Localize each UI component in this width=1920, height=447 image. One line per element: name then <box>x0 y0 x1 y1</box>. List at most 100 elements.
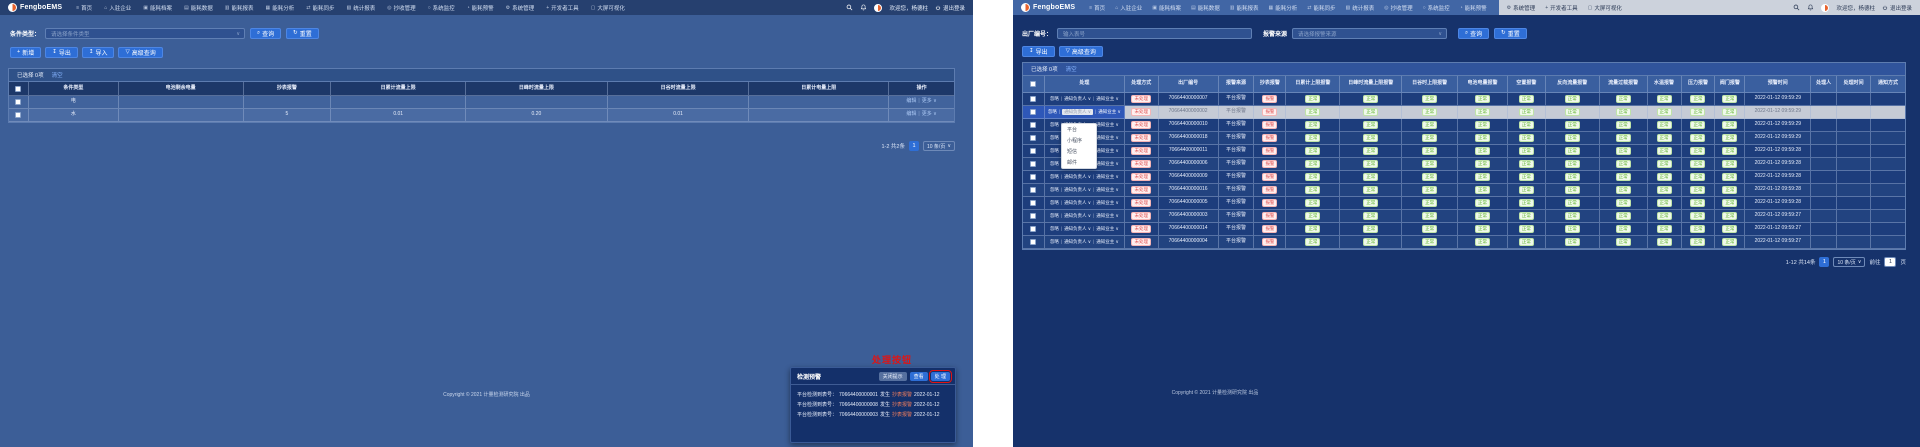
notify-manager-dropdown-trigger[interactable]: 通知负责人 ∨ <box>1064 96 1092 102</box>
serial-number-input[interactable]: 输入表号 <box>1057 28 1253 39</box>
edit-link[interactable]: 编辑 <box>906 111 917 118</box>
nav-item-system-management[interactable]: ⚙ 系统管理 <box>1507 4 1536 12</box>
table-row[interactable]: 忽略 | 通知负责人 ∨ | 通知业主 ∨ 未处理 70664400000014 平台报警 报警… <box>1023 223 1905 236</box>
ignore-action[interactable]: 忽略 <box>1049 226 1059 232</box>
table-row[interactable]: 忽略 | 通知负责人 ∨ | 通知业主 ∨ 未处理 70664400000009 平台报警 报警… <box>1023 171 1905 184</box>
avatar[interactable] <box>1821 3 1830 12</box>
close-tips-button[interactable]: 关闭提示 <box>878 372 907 381</box>
nav-item-enterprises[interactable]: ⌂ 入驻企业 <box>104 4 131 12</box>
page-1-button[interactable]: 1 <box>1819 257 1830 267</box>
nav-item-home[interactable]: ≡ 首页 <box>76 4 92 12</box>
page-1-button[interactable]: 1 <box>908 141 919 151</box>
nav-item-energy-sync[interactable]: ⇄ 能耗同步 <box>1307 4 1335 12</box>
table-row[interactable]: 忽略|通知负责人 ∨|通知业主 ∨未处理70664400000011平台报警报警… <box>1023 145 1905 158</box>
logout-button[interactable]: 退出登录 <box>935 4 965 12</box>
select-all-checkbox[interactable] <box>15 85 22 92</box>
page-size-select[interactable]: 10 条/页 ∨ <box>1833 257 1866 267</box>
notify-owner-dropdown-trigger[interactable]: 通知业主 ∨ <box>1096 213 1119 219</box>
table-row[interactable]: 忽略|通知负责人 ∨|通知业主 ∨未处理70664400000006平台报警报警… <box>1023 158 1905 171</box>
nav-item-statistics-reports[interactable]: ▧ 统计报表 <box>1345 4 1374 12</box>
ignore-action[interactable]: 忽略 <box>1049 187 1059 193</box>
jump-page-input[interactable]: 1 <box>1884 257 1897 267</box>
ignore-action[interactable]: 忽略 <box>1049 122 1059 128</box>
nav-item-dashboard[interactable]: ▢ 大屏可视化 <box>591 4 625 12</box>
advanced-search-button[interactable]: ▽ 高级查询 <box>1058 46 1103 57</box>
notify-owner-dropdown-trigger[interactable]: 通知业主 ∨ <box>1096 187 1119 193</box>
ignore-action[interactable]: 忽略 <box>1049 200 1059 206</box>
row-checkbox[interactable] <box>1030 109 1037 115</box>
handle-button[interactable]: 处 理 <box>928 369 953 384</box>
row-checkbox[interactable] <box>1030 226 1037 232</box>
notify-owner-dropdown-trigger[interactable]: 通知业主 ∨ <box>1096 148 1119 154</box>
table-row[interactable]: 忽略 | 通知负责人 ∨ | 通知业主 ∨ 未处理 70664400000004 平台报警 报警… <box>1023 236 1905 249</box>
nav-item-enterprises[interactable]: ⌂ 入驻企业 <box>1115 4 1142 12</box>
search-button[interactable]: ⌕ 查询 <box>250 28 282 39</box>
nav-item-energy-sync[interactable]: ⇄ 能耗同步 <box>306 4 334 12</box>
more-link[interactable]: 更多 ∨ <box>921 98 937 105</box>
notify-owner-dropdown-trigger[interactable]: 通知业主 ∨ <box>1096 174 1119 180</box>
nav-item-energy-warning[interactable]: ◔ 能耗预警 <box>467 4 494 12</box>
notify-owner-dropdown-trigger[interactable]: 通知业主 ∨ <box>1096 161 1119 167</box>
notify-manager-dropdown-trigger[interactable]: 通知负责人 ∨ <box>1064 226 1092 232</box>
add-button[interactable]: + 新增 <box>10 47 42 58</box>
notify-owner-dropdown-trigger[interactable]: 通知业主 ∨ <box>1096 200 1119 206</box>
search-icon[interactable] <box>1793 4 1800 11</box>
nav-item-energy-archives[interactable]: ▣ 能耗档案 <box>1152 4 1181 12</box>
table-row[interactable]: 电 编辑 | 更多 ∨ <box>9 96 955 109</box>
reset-button[interactable]: ↻ 重置 <box>1494 28 1527 39</box>
nav-item-dev-tools[interactable]: + 开发者工具 <box>1545 4 1577 12</box>
ignore-action[interactable]: 忽略 <box>1047 109 1057 115</box>
row-checkbox[interactable] <box>15 112 22 118</box>
nav-item-energy-reports[interactable]: ▥ 能耗报表 <box>1230 4 1259 12</box>
search-button[interactable]: ⌕ 查询 <box>1458 28 1490 39</box>
row-checkbox[interactable] <box>1030 96 1037 102</box>
row-checkbox[interactable] <box>1030 200 1037 206</box>
table-row[interactable]: 忽略 | 通知负责人 ∨ | 通知业主 ∨ 未处理 70664400000002 平台报警 报警… <box>1023 106 1905 119</box>
table-row[interactable]: 忽略|通知负责人 ∨|通知业主 ∨未处理70664400000010平台报警报警… <box>1023 119 1905 132</box>
nav-item-meter-collection[interactable]: ◎ 抄收管理 <box>1384 4 1412 12</box>
nav-item-energy-analysis[interactable]: ▦ 能耗分析 <box>1268 4 1297 12</box>
dropdown-option[interactable]: 短信 <box>1067 149 1078 155</box>
advanced-search-button[interactable]: ▽ 高级查询 <box>118 47 163 58</box>
notify-manager-dropdown-trigger[interactable]: 通知负责人 ∨ <box>1064 187 1092 193</box>
search-icon[interactable] <box>846 4 853 11</box>
notify-manager-dropdown-trigger[interactable]: 通知负责人 ∨ <box>1064 174 1092 180</box>
row-checkbox[interactable] <box>1030 122 1037 128</box>
nav-item-dev-tools[interactable]: + 开发者工具 <box>546 4 578 12</box>
notify-owner-dropdown-trigger[interactable]: 通知业主 ∨ <box>1096 96 1119 102</box>
notify-manager-dropdown-trigger[interactable]: 通知负责人 ∨ <box>1064 213 1092 219</box>
notify-owner-dropdown-trigger[interactable]: 通知业主 ∨ <box>1098 109 1121 115</box>
notify-manager-dropdown-trigger[interactable]: 通知负责人 ∨ <box>1064 239 1092 245</box>
ignore-action[interactable]: 忽略 <box>1049 135 1059 141</box>
row-checkbox[interactable] <box>15 99 22 105</box>
row-checkbox[interactable] <box>1030 213 1037 219</box>
alarm-source-select[interactable]: 请选择报警来源 ∨ <box>1292 28 1448 39</box>
export-button[interactable]: ↧ 导出 <box>45 47 78 58</box>
row-checkbox[interactable] <box>1030 161 1037 167</box>
nav-item-energy-analysis[interactable]: ▦ 能耗分析 <box>265 4 294 12</box>
table-row[interactable]: 水 5 0.01 0.20 0.01 编辑 | 更多 ∨ <box>9 109 955 122</box>
nav-item-energy-data[interactable]: ▤ 能耗数据 <box>184 4 213 12</box>
row-checkbox[interactable] <box>1030 174 1037 180</box>
ignore-action[interactable]: 忽略 <box>1049 148 1059 154</box>
edit-link[interactable]: 编辑 <box>906 98 917 105</box>
dropdown-option[interactable]: 小程序 <box>1067 138 1083 144</box>
table-row[interactable]: 忽略 | 通知负责人 ∨ | 通知业主 ∨ 未处理 70664400000003 平台报警 报警… <box>1023 210 1905 223</box>
table-row[interactable]: 忽略 | 通知负责人 ∨ | 通知业主 ∨ 未处理 70664400000007 平台报警 报警… <box>1023 93 1905 106</box>
avatar[interactable] <box>874 3 883 12</box>
row-checkbox[interactable] <box>1030 135 1037 141</box>
dropdown-option[interactable]: 邮件 <box>1067 160 1078 166</box>
reset-button[interactable]: ↻ 重置 <box>286 28 319 39</box>
nav-item-dashboard[interactable]: ▢ 大屏可视化 <box>1588 4 1622 12</box>
logout-button[interactable]: 退出登录 <box>1882 4 1912 12</box>
view-button[interactable]: 查看 <box>909 372 928 381</box>
row-checkbox[interactable] <box>1030 187 1037 193</box>
row-checkbox[interactable] <box>1030 239 1037 245</box>
nav-item-energy-warning[interactable]: ◔ 能耗预警 <box>1460 4 1487 12</box>
ignore-action[interactable]: 忽略 <box>1049 96 1059 102</box>
notify-owner-dropdown-trigger[interactable]: 通知业主 ∨ <box>1096 122 1119 128</box>
ignore-action[interactable]: 忽略 <box>1049 174 1059 180</box>
ignore-action[interactable]: 忽略 <box>1049 213 1059 219</box>
import-button[interactable]: ↥ 导入 <box>81 47 115 58</box>
nav-item-system-management[interactable]: ⚙ 系统管理 <box>506 4 535 12</box>
